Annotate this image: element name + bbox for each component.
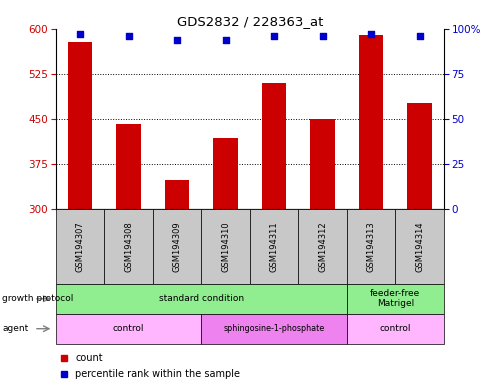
Text: count: count bbox=[75, 353, 103, 363]
Text: GSM194309: GSM194309 bbox=[172, 221, 181, 271]
Point bbox=[318, 33, 326, 39]
Text: GSM194313: GSM194313 bbox=[366, 221, 375, 272]
Bar bbox=[213, 138, 237, 209]
Title: GDS2832 / 228363_at: GDS2832 / 228363_at bbox=[176, 15, 322, 28]
Bar bbox=[165, 180, 189, 209]
Text: GSM194314: GSM194314 bbox=[414, 221, 423, 271]
Text: feeder-free
Matrigel: feeder-free Matrigel bbox=[369, 289, 420, 308]
Text: sphingosine-1-phosphate: sphingosine-1-phosphate bbox=[223, 324, 324, 333]
Text: GSM194312: GSM194312 bbox=[318, 221, 326, 271]
Text: agent: agent bbox=[2, 324, 29, 333]
Text: control: control bbox=[113, 324, 144, 333]
Bar bbox=[358, 35, 382, 209]
Point bbox=[366, 31, 374, 37]
Text: control: control bbox=[379, 324, 410, 333]
Text: growth protocol: growth protocol bbox=[2, 294, 74, 303]
Text: GSM194308: GSM194308 bbox=[124, 221, 133, 272]
Bar bbox=[261, 83, 286, 209]
Point bbox=[173, 36, 181, 43]
Point bbox=[270, 33, 277, 39]
Point bbox=[221, 36, 229, 43]
Bar bbox=[310, 119, 334, 209]
Text: percentile rank within the sample: percentile rank within the sample bbox=[75, 369, 240, 379]
Bar bbox=[407, 103, 431, 209]
Text: GSM194311: GSM194311 bbox=[269, 221, 278, 271]
Text: GSM194307: GSM194307 bbox=[76, 221, 84, 272]
Text: standard condition: standard condition bbox=[158, 294, 243, 303]
Point bbox=[124, 33, 132, 39]
Bar bbox=[116, 124, 140, 209]
Point bbox=[76, 31, 84, 37]
Text: GSM194310: GSM194310 bbox=[221, 221, 229, 271]
Point bbox=[415, 33, 423, 39]
Bar bbox=[68, 42, 92, 209]
